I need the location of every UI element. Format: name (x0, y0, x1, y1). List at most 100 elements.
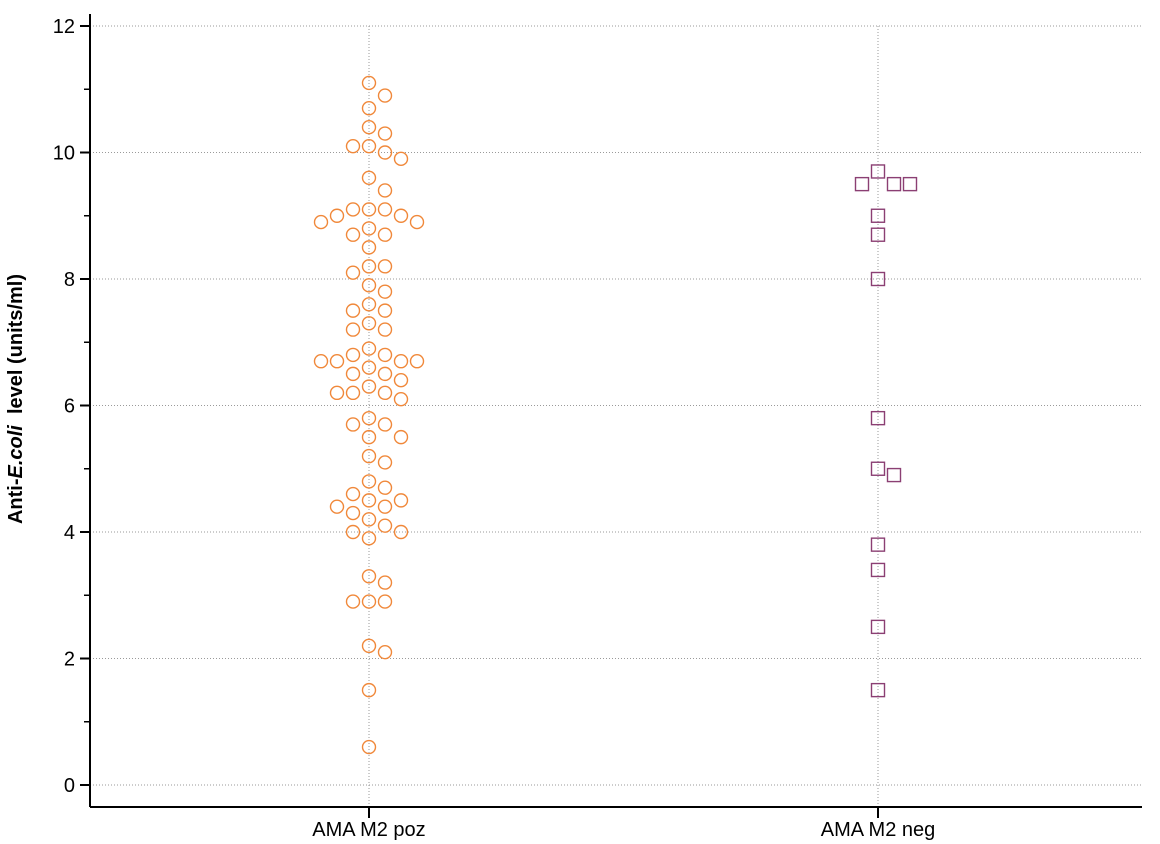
point-neg (870, 461, 886, 476)
point-poz (361, 410, 377, 426)
point-poz (345, 202, 361, 217)
point-poz (361, 202, 377, 217)
point-poz (377, 575, 393, 590)
point-poz (361, 474, 377, 489)
point-neg (870, 410, 886, 426)
point-neg (870, 537, 886, 552)
y-tick-label: 6 (64, 396, 75, 418)
point-poz (393, 429, 409, 445)
point-poz (345, 265, 361, 280)
point-poz (361, 316, 377, 331)
point-poz (377, 284, 393, 299)
point-poz (377, 88, 393, 103)
point-poz (329, 354, 345, 369)
point-poz (345, 524, 361, 540)
y-tick-label: 0 (64, 775, 75, 797)
point-poz (345, 417, 361, 432)
point-poz (329, 208, 345, 223)
point-poz (361, 493, 377, 508)
point-poz (345, 594, 361, 609)
point-poz (361, 259, 377, 274)
point-poz (345, 322, 361, 337)
y-axis-label-suffix: level (units/ml) (5, 274, 27, 425)
point-poz (361, 75, 377, 91)
point-poz (377, 322, 393, 337)
point-poz (377, 644, 393, 660)
point-poz (393, 493, 409, 508)
point-poz (345, 366, 361, 382)
point-poz (361, 138, 377, 154)
point-neg (870, 227, 886, 242)
point-poz (361, 297, 377, 312)
point-poz (377, 417, 393, 432)
point-poz (361, 240, 377, 255)
point-poz (361, 682, 377, 698)
point-poz (361, 448, 377, 464)
point-poz (313, 354, 329, 369)
point-poz (393, 151, 409, 167)
point-poz (345, 227, 361, 242)
point-poz (393, 391, 409, 407)
point-poz (361, 360, 377, 375)
y-tick-label: 8 (64, 269, 75, 291)
y-axis-label: Anti-E.coli level (units/ml) (5, 274, 27, 524)
point-poz (361, 512, 377, 527)
y-tick-label: 12 (53, 16, 75, 38)
point-poz (329, 385, 345, 401)
point-poz (393, 208, 409, 223)
point-neg (854, 176, 870, 192)
point-poz (377, 259, 393, 274)
point-neg (886, 467, 902, 483)
point-poz (377, 202, 393, 217)
point-poz (345, 385, 361, 401)
y-tick-label: 2 (64, 649, 75, 671)
point-poz (313, 214, 329, 230)
point-neg (870, 164, 886, 179)
point-poz (345, 505, 361, 521)
point-poz (361, 379, 377, 394)
x-tick-label: AMA M2 neg (821, 819, 936, 841)
point-neg (870, 562, 886, 578)
point-poz (377, 499, 393, 514)
point-poz (377, 594, 393, 609)
axes (89, 14, 1142, 808)
point-poz (361, 119, 377, 135)
point-poz (361, 531, 377, 546)
point-poz (361, 429, 377, 445)
point-poz (361, 739, 377, 755)
point-poz (361, 594, 377, 609)
point-poz (409, 214, 425, 230)
point-poz (377, 366, 393, 382)
point-neg (902, 176, 918, 192)
point-neg (870, 682, 886, 698)
y-axis-label-italic: E.coli (5, 425, 27, 479)
point-poz (377, 183, 393, 198)
data-points (313, 75, 918, 755)
point-neg (886, 176, 902, 192)
y-ticks: 0 2 4 6 8 10 12 (53, 16, 90, 797)
point-poz (361, 569, 377, 584)
point-poz (377, 347, 393, 363)
point-poz (377, 480, 393, 495)
y-tick-label: 4 (64, 522, 75, 544)
gridlines (90, 25, 1142, 807)
point-poz (377, 518, 393, 533)
point-poz (345, 138, 361, 154)
point-poz (409, 354, 425, 369)
point-neg (870, 271, 886, 287)
point-neg (870, 208, 886, 223)
point-poz (361, 638, 377, 654)
point-poz (377, 126, 393, 141)
point-poz (393, 524, 409, 540)
point-neg (870, 619, 886, 635)
point-poz (377, 227, 393, 242)
x-tick-label: AMA M2 poz (312, 819, 425, 841)
x-ticks: AMA M2 poz AMA M2 neg (312, 807, 935, 841)
point-poz (361, 278, 377, 293)
point-poz (345, 486, 361, 502)
point-poz (393, 373, 409, 388)
point-poz (345, 303, 361, 318)
point-poz (377, 385, 393, 401)
point-poz (329, 499, 345, 514)
